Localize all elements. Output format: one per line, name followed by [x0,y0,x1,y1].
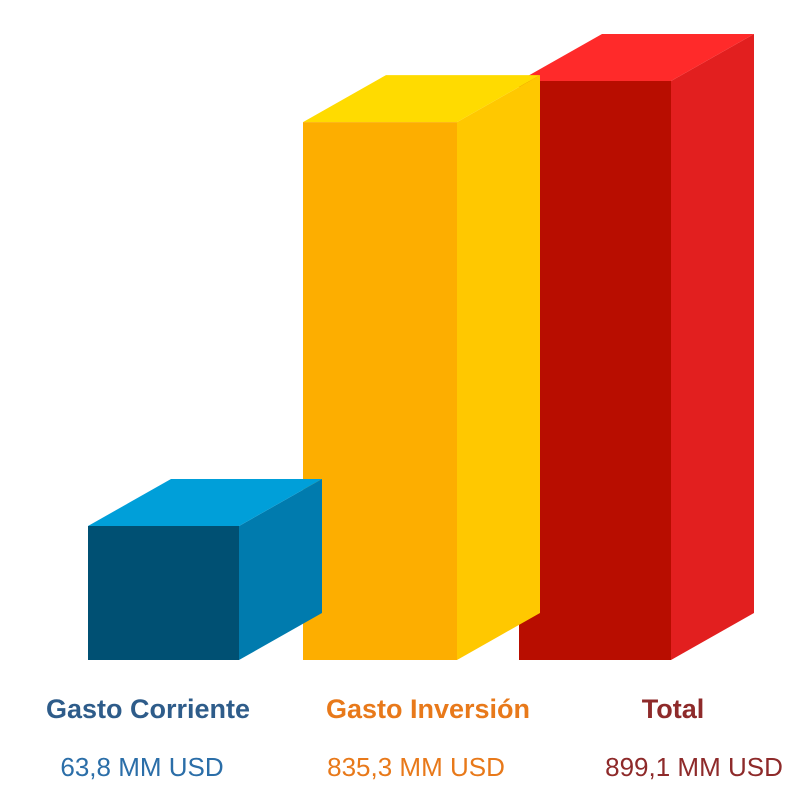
bar-front-total [519,81,671,660]
bar-total [519,34,754,660]
value-label-gasto-inversion: 835,3 MM USD [327,752,505,782]
bar-gasto-corriente [88,479,322,660]
value-label-total: 899,1 MM USD [605,752,783,782]
category-label-gasto-inversion: Gasto Inversión [325,694,531,724]
bar-front-gasto-corriente [88,526,239,660]
bar-top-gasto-inversion [303,75,540,123]
category-label-total: Total [641,694,705,724]
bar-top-total [519,34,754,81]
bar-front-gasto-inversion [303,122,457,660]
category-label-gasto-corriente: Gasto Corriente [45,694,251,724]
bar-side-gasto-inversion [457,75,540,660]
bar-gasto-inversion [303,75,540,660]
bar-side-total [671,34,754,660]
bar-top-gasto-corriente [88,479,322,526]
value-label-gasto-corriente: 63,8 MM USD [60,752,224,782]
bar-side-gasto-corriente [239,479,322,660]
